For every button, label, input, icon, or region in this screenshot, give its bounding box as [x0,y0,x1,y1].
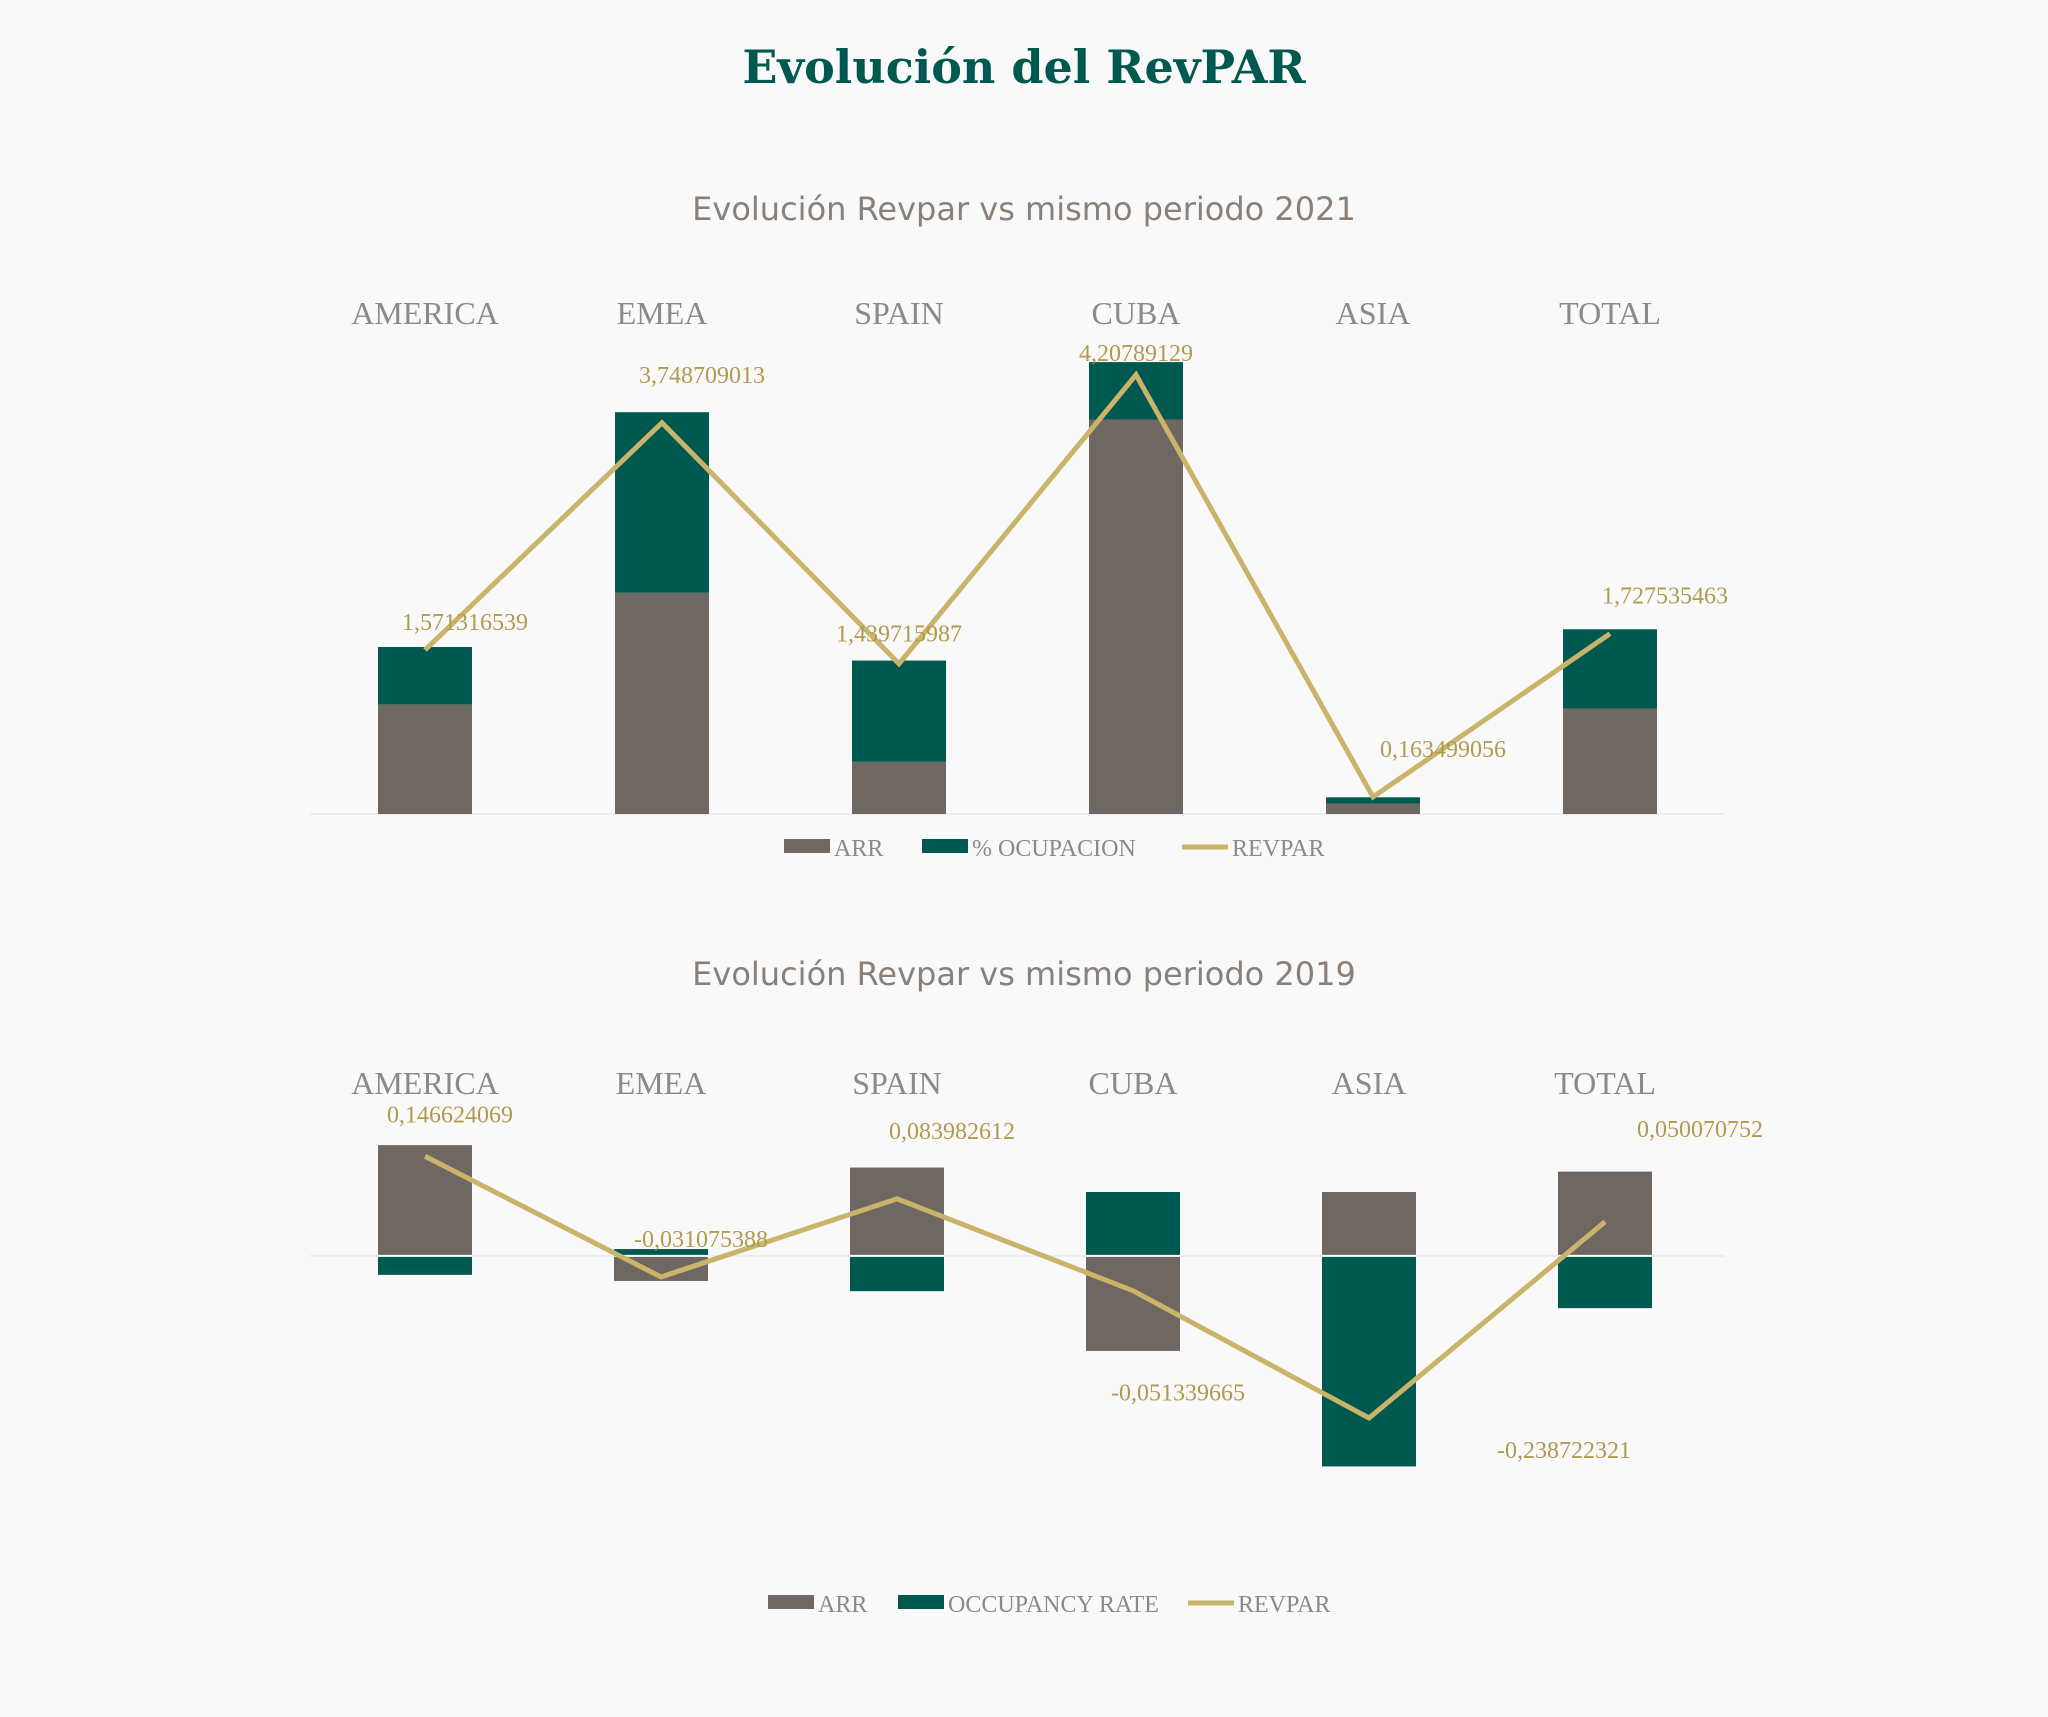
legend-swatch-occupancy [922,839,968,853]
bar-occupancy [852,661,946,762]
legend-swatch-occupancy [898,1595,944,1609]
category-label: AMERICA [351,1065,499,1101]
chart-2021-title: Evolución Revpar vs mismo periodo 2021 [0,190,2048,228]
category-label: TOTAL [1554,1065,1656,1101]
data-label: 4,20789129 [1079,341,1193,367]
page-title: Evolución del RevPAR [0,40,2048,94]
chart-2019: AMERICA EMEA SPAIN CUBA ASIA TOTAL 0,146624069… [0,1050,2048,1630]
category-label: CUBA [1092,295,1181,331]
data-label: 1,439715987 [836,622,962,648]
chart-2021: AMERICA EMEA SPAIN CUBA ASIA TOTAL 1,571316539… [0,280,2048,880]
category-label: SPAIN [854,295,944,331]
bar-occupancy [378,1256,472,1275]
category-label: AMERICA [351,295,499,331]
data-label: 0,050070752 [1637,1117,1763,1143]
legend-swatch-arr [768,1595,814,1609]
bar-arr [378,1145,472,1256]
revpar-line [425,1156,1605,1418]
data-label: 0,083982612 [889,1119,1015,1145]
bar-occupancy [850,1256,944,1291]
data-label: 3,748709013 [639,363,765,389]
category-label: CUBA [1089,1065,1178,1101]
category-label: EMEA [617,295,708,331]
bar-occupancy [1563,629,1657,708]
category-label: TOTAL [1559,295,1661,331]
bar-arr [852,762,946,814]
bar-occupancy [1089,362,1183,419]
data-label: 1,727535463 [1602,584,1728,610]
data-label: -0,051339665 [1111,1381,1245,1407]
category-label: ASIA [1332,1065,1407,1101]
category-label: EMEA [616,1065,707,1101]
data-label: 1,571316539 [402,610,528,636]
legend-label: OCCUPANCY RATE [948,1592,1159,1618]
category-label: SPAIN [852,1065,942,1101]
bar-arr [1326,804,1420,814]
data-label: 0,163499056 [1380,737,1506,763]
legend-label: REVPAR [1232,836,1324,862]
bar-arr [1558,1172,1652,1256]
bar-occupancy [1558,1256,1652,1308]
bar-occupancy [615,412,709,593]
bar-arr [378,704,472,814]
legend-label: ARR [818,1592,867,1618]
bar-arr [1086,1256,1180,1351]
bar-occupancy [1322,1256,1416,1467]
chart-2019-title: Evolución Revpar vs mismo periodo 2019 [0,955,2048,993]
bar-occupancy [378,647,472,704]
bar-arr [1563,709,1657,814]
bar-occupancy [1086,1192,1180,1256]
legend-swatch-arr [784,839,830,853]
legend-label: ARR [834,836,883,862]
data-label: 0,146624069 [387,1102,513,1128]
bar-arr [1089,419,1183,814]
legend-label: % OCUPACION [972,836,1136,862]
data-label: -0,238722321 [1497,1438,1631,1464]
bar-arr [1322,1192,1416,1256]
bar-arr [615,593,709,814]
data-label: -0,031075388 [634,1227,768,1253]
legend-label: REVPAR [1238,1592,1330,1618]
revpar-line [425,375,1610,797]
category-label: ASIA [1336,295,1411,331]
